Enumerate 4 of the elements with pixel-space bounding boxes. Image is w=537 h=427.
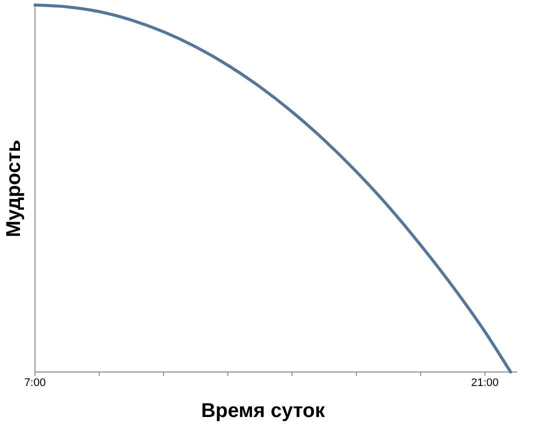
y-axis-title: Мудрость [3, 140, 25, 238]
x-axis-title: Время суток [201, 400, 326, 422]
x-tick-label: 21:00 [471, 377, 499, 389]
x-tick-label: 7:00 [24, 377, 46, 389]
